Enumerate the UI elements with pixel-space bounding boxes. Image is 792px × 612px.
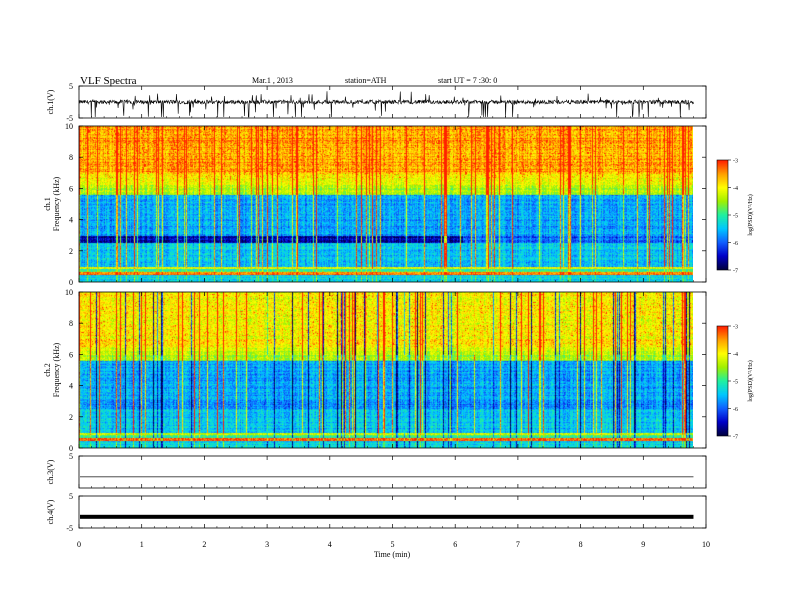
cb1-tick-label: -6 <box>733 241 738 247</box>
x-tick-label: 2 <box>202 540 206 549</box>
p-ch1s-ytick-label: 10 <box>65 122 73 131</box>
cb1-tick-label: -4 <box>733 186 738 192</box>
ch3-waveform-panel: 5 ch.3(V) <box>46 452 707 489</box>
x-tick-label: 3 <box>265 540 269 549</box>
p-ch2s-heatmap <box>79 292 693 448</box>
cb2-tick-label: -6 <box>733 407 738 413</box>
p-ch1s-heatmap <box>79 126 693 282</box>
ch2-colorbar: -3 -4 -5 -6 -7 log(PSD)(V²/Hz) <box>716 325 754 441</box>
p-ch2s-ylabel: ch.2 <box>43 363 52 377</box>
p-ch1s-ytick-label: 6 <box>69 184 73 193</box>
p-ch1w-ytick-label: 5 <box>69 82 73 91</box>
x-tick-label: 10 <box>702 540 710 549</box>
cb1-gradient <box>717 160 728 270</box>
p-ch1s-ylabel: Frequency (kHz) <box>52 176 61 231</box>
p-ch3w-frame <box>78 455 707 489</box>
x-tick-label: 6 <box>453 540 457 549</box>
x-tick-label: 9 <box>641 540 645 549</box>
x-tick-label: 7 <box>516 540 520 549</box>
ch2-spectrogram-panel: 0 2 4 6 8 10 ch.2 Frequency (kHz) <box>43 288 707 453</box>
p-ch2s-ytick-label: 2 <box>69 413 73 422</box>
x-tick-label: 0 <box>77 540 81 549</box>
p-ch1s-ytick-label: 2 <box>69 247 73 256</box>
ch1-spectrogram-panel: 0 2 4 6 8 10 ch.1 Frequency (kHz) <box>43 122 707 287</box>
p-ch2s-ytick-label: 4 <box>69 382 73 391</box>
p-ch1w-trace <box>78 91 694 118</box>
p-ch1s-ytick-label: 0 <box>69 278 73 287</box>
header-station: station=ATH <box>345 76 387 85</box>
p-ch2s-ytick-label: 10 <box>65 288 73 297</box>
figure-title: VLF Spectra <box>80 75 137 87</box>
cb2-label: log(PSD)(V²/Hz) <box>747 360 754 401</box>
header-start-time: start UT = 7 :30: 0 <box>438 76 497 85</box>
cb2-gradient <box>717 326 728 436</box>
p-ch3w-ylabel: ch.3(V) <box>46 459 55 484</box>
x-tick-label: 5 <box>391 540 395 549</box>
p-ch1s-ylabel: ch.1 <box>43 197 52 211</box>
p-ch2s-ylabel: Frequency (kHz) <box>52 342 61 397</box>
p-ch1w-ytick-label: -5 <box>66 114 73 123</box>
p-ch3w-ytick-label: 5 <box>69 452 73 461</box>
p-ch1w-ylabel: ch.1(V) <box>46 89 55 114</box>
p-ch4w-trace <box>80 514 694 519</box>
cb2-tick-label: -3 <box>733 325 738 331</box>
cb1-tick-label: -5 <box>733 214 738 220</box>
ch1-colorbar: -3 -4 -5 -6 -7 log(PSD)(V²/Hz) <box>716 159 754 275</box>
x-tick-label: 1 <box>140 540 144 549</box>
x-axis-label: Time (min) <box>374 550 411 559</box>
cb2-tick-label: -7 <box>733 435 738 441</box>
p-ch4w-ylabel: ch.4(V) <box>46 499 55 524</box>
p-ch4w-ytick-label: -5 <box>66 524 73 533</box>
x-tick-label: 4 <box>328 540 332 549</box>
p-ch2s-ytick-label: 6 <box>69 350 73 359</box>
cb2-tick-label: -5 <box>733 380 738 386</box>
ch1-waveform-panel: 5 -5 ch.1(V) <box>46 82 707 123</box>
header-date: Mar.1 , 2013 <box>252 76 293 85</box>
p-ch1s-ytick-label: 8 <box>69 153 73 162</box>
p-ch2s-ytick-label: 0 <box>69 444 73 453</box>
x-tick-label: 8 <box>579 540 583 549</box>
cb1-label: log(PSD)(V²/Hz) <box>747 194 754 235</box>
cb1-tick-label: -3 <box>733 159 738 165</box>
p-ch4w-ytick-label: 5 <box>69 492 73 501</box>
p-ch2s-ytick-label: 8 <box>69 319 73 328</box>
p-ch1s-ytick-label: 4 <box>69 216 73 225</box>
cb2-tick-label: -4 <box>733 352 738 358</box>
cb1-tick-label: -7 <box>733 269 738 275</box>
ch4-waveform-panel: 5 -5 ch.4(V) <box>46 492 707 533</box>
time-axis: 0 1 2 3 4 5 6 7 8 9 10 <box>77 540 710 549</box>
p-ch4w-frame <box>78 495 707 529</box>
